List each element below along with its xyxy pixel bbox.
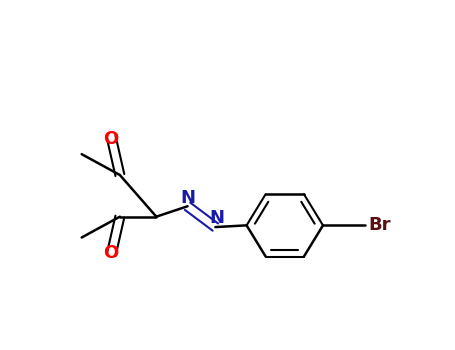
Text: O: O bbox=[104, 130, 119, 148]
Text: N: N bbox=[180, 189, 195, 206]
Text: N: N bbox=[210, 209, 225, 228]
Text: Br: Br bbox=[368, 216, 391, 235]
Text: O: O bbox=[104, 244, 119, 262]
